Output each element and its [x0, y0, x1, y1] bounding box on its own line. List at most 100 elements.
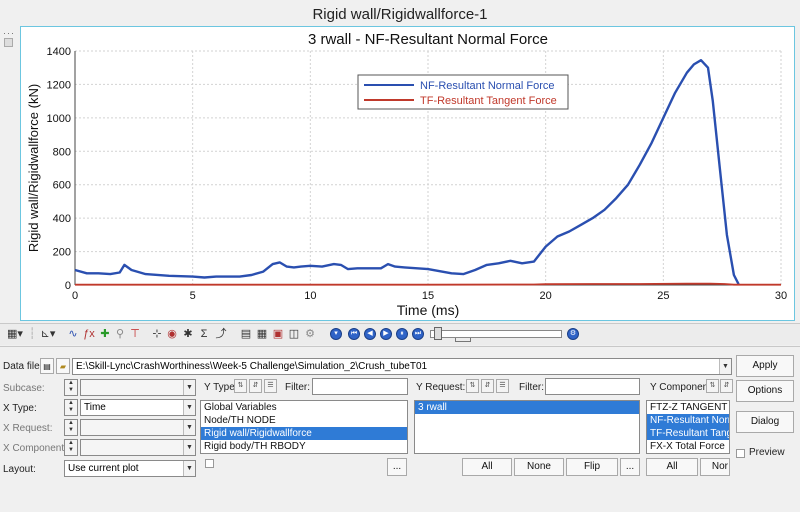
curve-math-icon[interactable]: ƒx — [83, 328, 95, 340]
y-tick-label: 800 — [53, 146, 71, 158]
chevron-down-icon[interactable]: ▼ — [719, 359, 731, 374]
notes-icon[interactable]: ▣ — [272, 328, 284, 340]
ycomponent-list-item[interactable]: FTZ-Z TANGENT — [650, 402, 728, 413]
yrequest-label: Y Request: — [416, 382, 466, 393]
chevron-down-icon[interactable]: ▼ — [183, 400, 195, 415]
plot-layout-icon[interactable]: ▦▾ — [7, 328, 23, 340]
chevron-down-icon[interactable]: ▼ — [183, 461, 195, 476]
chevron-down-icon[interactable]: ▼ — [183, 420, 195, 435]
chevron-down-icon[interactable]: ▼ — [183, 440, 195, 455]
legend-entry: TF-Resultant Tangent Force — [420, 95, 557, 107]
xtype-label: X Type: — [3, 403, 37, 414]
xtype-spinner[interactable]: ▲ ▼ — [64, 399, 78, 416]
sort-asc-icon[interactable]: ⇅ — [234, 379, 247, 393]
options-button[interactable]: Options — [736, 380, 794, 402]
chevron-down-icon[interactable]: ▼ — [183, 380, 195, 395]
series-line-tangent-force — [75, 282, 781, 286]
yrequest-filter-input[interactable] — [545, 378, 640, 395]
trend-icon[interactable]: ⤴ — [215, 328, 227, 340]
table-icon[interactable]: ▤ — [240, 328, 252, 340]
comment-icon[interactable]: ◫ — [288, 328, 300, 340]
animation-slider[interactable] — [430, 330, 562, 338]
xrequest-select[interactable]: ▼ — [80, 419, 196, 436]
ytype-filter-input[interactable] — [312, 378, 408, 395]
y-axis-label: Rigid wall/Rigidwallforce (kN) — [26, 84, 41, 252]
axis-options-icon[interactable]: ⊾▾ — [40, 328, 56, 340]
sort-desc-icon[interactable]: ⇵ — [249, 379, 262, 393]
list-view-icon[interactable]: ☰ — [264, 379, 277, 393]
apply-button[interactable]: Apply — [736, 355, 794, 377]
plot-area[interactable]: 3 rwall - NF-Resultant Normal Force 0 200 4… — [20, 26, 795, 321]
animation-slider-thumb[interactable] — [434, 327, 442, 340]
file-browse-icon[interactable]: ▤ — [40, 358, 54, 374]
legend-entry: NF-Resultant Normal Force — [420, 80, 554, 92]
data-file-label: Data file: — [3, 361, 43, 372]
ytype-checkbox[interactable] — [205, 459, 214, 468]
curve-edit-icon[interactable]: ∿ — [68, 328, 78, 340]
ycomponent-list-item[interactable]: NF-Resultant Norm — [647, 414, 729, 427]
ycomponent-label: Y Component: — [650, 382, 714, 393]
ytype-list-item[interactable]: Rigid wall/Rigidwallforce — [201, 427, 407, 440]
ycomponent-list-item[interactable]: TF-Resultant Tange — [647, 427, 729, 440]
ytype-list-item[interactable]: Node/TH NODE — [204, 415, 276, 426]
ycomponent-list-item[interactable]: FX-X Total Force — [650, 441, 725, 452]
panel-dock-icon[interactable] — [4, 38, 13, 47]
y-tick-label: 1400 — [47, 46, 71, 58]
dialog-button[interactable]: Dialog — [736, 411, 794, 433]
rewind-icon[interactable]: ◀ — [364, 328, 376, 340]
ycomponent-list[interactable]: FTZ-Z TANGENT NF-Resultant Norm TF-Resulta… — [646, 400, 730, 454]
separator-icon: ┆ — [28, 328, 36, 340]
color-wheel-icon[interactable]: ◉ — [167, 328, 177, 340]
y-tick-label: 0 — [65, 280, 71, 292]
xcomponent-spinner[interactable]: ▲ ▼ — [64, 439, 78, 456]
subcase-spinner[interactable]: ▲ ▼ — [64, 379, 78, 396]
clip-icon[interactable]: ⊤ — [130, 328, 140, 340]
toolbar: ▦▾ ┆ ⊾▾ ∿ ƒx ✚ ⚲ ⊤ ⊹ ◉ ✱ Σ ⤴ ▤ ▦ ▣ ◫ ⚙ ▾… — [0, 323, 800, 345]
last-frame-icon[interactable]: ⏭ — [412, 328, 424, 340]
yrequest-filter-label: Filter: — [519, 382, 544, 393]
pause-icon[interactable]: ⏸ — [396, 328, 408, 340]
asterisk-icon[interactable]: ✱ — [183, 328, 193, 340]
sum-icon[interactable]: Σ — [200, 328, 208, 340]
yrequest-all-button[interactable]: All — [462, 458, 512, 476]
ycomponent-none-button[interactable]: Nor — [700, 458, 730, 476]
xrequest-spinner[interactable]: ▲ ▼ — [64, 419, 78, 436]
preview-checkbox[interactable] — [736, 449, 745, 458]
yrequest-flip-button[interactable]: Flip — [566, 458, 618, 476]
sort-desc-icon[interactable]: ⇵ — [481, 379, 494, 393]
sort-desc-icon[interactable]: ⇵ — [720, 379, 733, 393]
play-icon[interactable]: ▶ — [380, 328, 392, 340]
ytype-list-item[interactable]: Global Variables — [204, 402, 277, 413]
yrequest-none-button[interactable]: None — [514, 458, 564, 476]
subcase-select[interactable]: ▼ — [80, 379, 196, 396]
first-frame-icon[interactable]: ⏮ — [348, 328, 360, 340]
settings-icon[interactable]: ⚙ — [305, 328, 315, 340]
folder-open-icon[interactable]: ▰ — [56, 358, 70, 374]
ytype-filter-label: Filter: — [285, 382, 310, 393]
layout-select[interactable]: Use current plot ▼ — [64, 460, 196, 477]
sort-asc-icon[interactable]: ⇅ — [466, 379, 479, 393]
animation-menu-icon[interactable]: ▾ — [330, 328, 342, 340]
grid-icon[interactable]: ▦ — [256, 328, 268, 340]
sort-asc-icon[interactable]: ⇅ — [706, 379, 719, 393]
ytype-list[interactable]: Global Variables Node/TH NODE Rigid wall/R… — [200, 400, 408, 454]
curve-build-icon[interactable]: ✚ — [100, 328, 110, 340]
yrequest-list[interactable]: 3 rwall — [414, 400, 640, 454]
x-tick-label: 5 — [190, 290, 196, 302]
pin-icon[interactable]: ⚲ — [115, 328, 125, 340]
xtype-select[interactable]: Time ▼ — [80, 399, 196, 416]
yrequest-list-item[interactable]: 3 rwall — [415, 401, 639, 414]
data-file-input[interactable]: E:\Skill-Lync\CrashWorthiness\Week-5 Cha… — [72, 358, 732, 375]
yrequest-more-button[interactable]: ... — [620, 458, 640, 476]
list-view-icon[interactable]: ☰ — [496, 379, 509, 393]
x-tick-label: 15 — [422, 290, 434, 302]
xtype-value: Time — [84, 402, 106, 413]
panel-grip-icon[interactable]: ··· — [3, 28, 15, 38]
ytype-more-button[interactable]: ... — [387, 458, 407, 476]
ycomponent-all-button[interactable]: All — [646, 458, 698, 476]
xcomponent-select[interactable]: ▼ — [80, 439, 196, 456]
animation-settings-icon[interactable]: ⚙ — [567, 328, 579, 340]
x-tick-label: 25 — [657, 290, 669, 302]
measure-icon[interactable]: ⊹ — [152, 328, 162, 340]
ytype-list-item[interactable]: Rigid body/TH RBODY — [204, 441, 306, 452]
